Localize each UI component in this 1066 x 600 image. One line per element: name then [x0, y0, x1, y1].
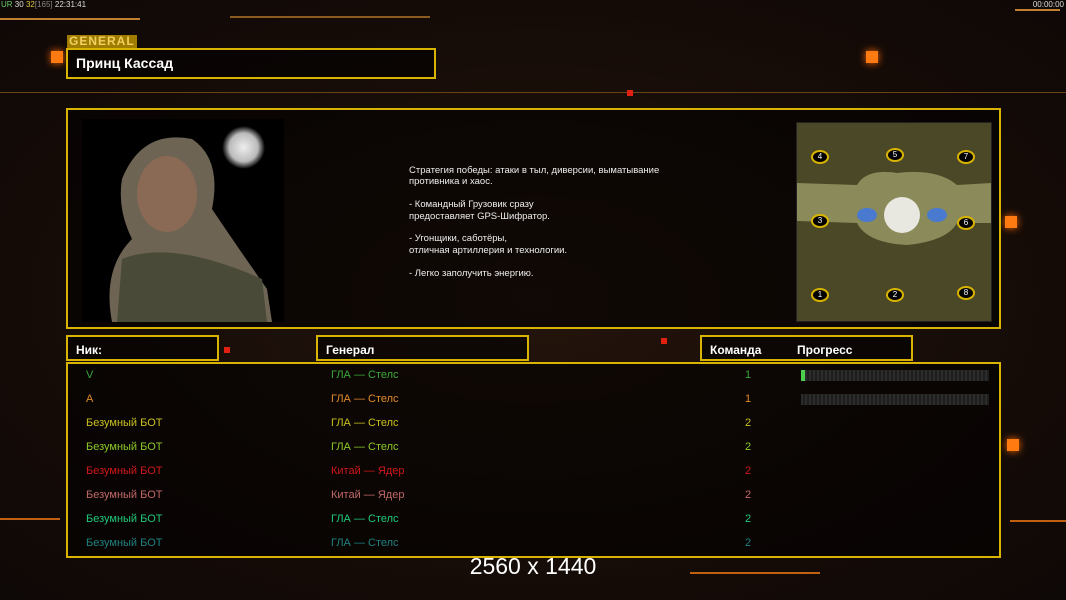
deco-line [0, 92, 1066, 93]
deco-square [661, 338, 667, 344]
player-nick: Безумный БОТ [86, 537, 163, 549]
player-nick: Безумный БОТ [86, 465, 163, 477]
player-general[interactable]: ГЛА — Стелс [331, 393, 399, 405]
general-info-panel: Стратегия победы: атаки в тыл, диверсии,… [66, 108, 1001, 329]
hud-ur: UR [1, 0, 13, 9]
resolution-label: 2560 x 1440 [469, 553, 597, 579]
team-header: Команда [710, 343, 762, 357]
deco-line [0, 18, 140, 20]
start-positions: 1 2 3 4 5 6 7 8 [797, 123, 991, 321]
start-position-marker: 5 [886, 148, 904, 162]
deco-square [866, 51, 878, 63]
player-team[interactable]: 2 [745, 417, 752, 429]
start-position-marker: 3 [811, 214, 829, 228]
deco-square [224, 347, 230, 353]
start-position-marker: 6 [957, 216, 975, 230]
player-row: Безумный БОТ ГЛА — Стелс 2 [68, 417, 999, 433]
start-position-marker: 1 [811, 288, 829, 302]
player-row: Безумный БОТ Китай — Ядер 2 [68, 489, 999, 505]
deco-square [1005, 216, 1017, 228]
start-position-marker: 4 [811, 150, 829, 164]
player-row: A ГЛА — Стелс 1 [68, 393, 999, 409]
player-general[interactable]: ГЛА — Стелс [331, 513, 399, 525]
player-general[interactable]: Китай — Ядер [331, 465, 405, 477]
hud-value: [165] [34, 0, 53, 9]
deco-square [627, 90, 633, 96]
hud-timer: 00:00:00 [1032, 0, 1064, 9]
player-general[interactable]: ГЛА — Стелс [331, 369, 399, 381]
player-row: Безумный БОТ ГЛА — Стелс 2 [68, 513, 999, 529]
general-tab-label: GENERAL [67, 35, 137, 48]
player-general[interactable]: Китай — Ядер [331, 489, 405, 501]
team-progress-header: Команда Прогресс [700, 335, 913, 361]
nick-header: Ник: [66, 335, 219, 361]
player-general[interactable]: ГЛА — Стелс [331, 537, 399, 549]
player-team[interactable]: 2 [745, 465, 752, 477]
start-position-marker: 2 [886, 288, 904, 302]
hud-stats: UR 30 32[165] 22:31:41 [1, 0, 86, 9]
deco-line [1015, 9, 1060, 11]
player-row: V ГЛА — Стелс 1 [68, 369, 999, 385]
player-row: Безумный БОТ ГЛА — Стелс 2 [68, 537, 999, 553]
progress-header: Прогресс [797, 343, 853, 357]
deco-line [0, 518, 60, 520]
player-team[interactable]: 1 [745, 393, 752, 405]
player-general[interactable]: ГЛА — Стелс [331, 441, 399, 453]
player-team[interactable]: 1 [745, 369, 752, 381]
deco-line [230, 16, 430, 18]
deco-square [51, 51, 63, 63]
general-portrait [82, 119, 284, 322]
progress-fill [801, 370, 805, 381]
hud-value: 30 [14, 0, 24, 9]
progress-bar [801, 370, 989, 381]
deco-square [1007, 439, 1019, 451]
progress-bar [801, 394, 989, 405]
player-row: Безумный БОТ Китай — Ядер 2 [68, 465, 999, 481]
player-team[interactable]: 2 [745, 441, 752, 453]
player-nick: A [86, 393, 94, 405]
player-nick: V [86, 369, 94, 381]
player-row: Безумный БОТ ГЛА — Стелс 2 [68, 441, 999, 457]
map-preview: 1 2 3 4 5 6 7 8 [796, 122, 992, 322]
player-nick: Безумный БОТ [86, 441, 163, 453]
player-team[interactable]: 2 [745, 537, 752, 549]
deco-line [1010, 520, 1066, 522]
deco-line [690, 572, 820, 574]
start-position-marker: 7 [957, 150, 975, 164]
hud-value: 32 [25, 0, 35, 9]
general-description: Стратегия победы: атаки в тыл, диверсии,… [409, 165, 660, 279]
player-team[interactable]: 2 [745, 513, 752, 525]
player-team[interactable]: 2 [745, 489, 752, 501]
hud-clock: 22:31:41 [54, 0, 87, 9]
player-nick: Безумный БОТ [86, 513, 163, 525]
general-name: Принц Кассад [66, 48, 436, 79]
player-nick: Безумный БОТ [86, 417, 163, 429]
player-general[interactable]: ГЛА — Стелс [331, 417, 399, 429]
general-header: Генерал [316, 335, 529, 361]
player-nick: Безумный БОТ [86, 489, 163, 501]
start-position-marker: 8 [957, 286, 975, 300]
